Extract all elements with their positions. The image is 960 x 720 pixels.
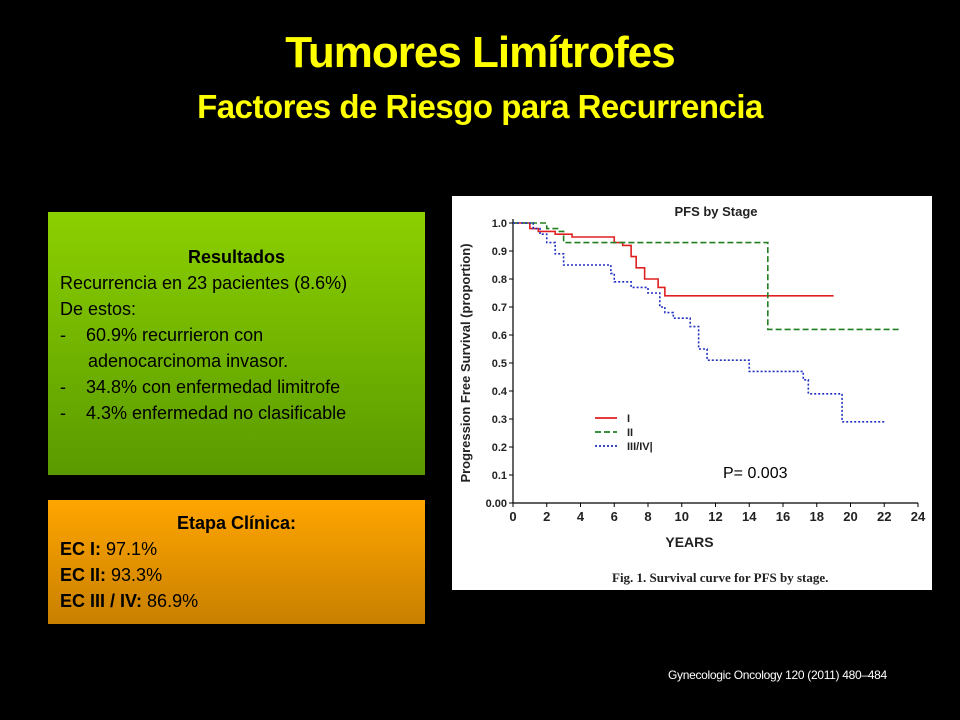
y-tick-label: 0.00 bbox=[486, 498, 507, 510]
y-tick-label: 0.3 bbox=[492, 414, 507, 426]
citation: Gynecologic Oncology 120 (2011) 480–484 bbox=[668, 668, 887, 682]
y-tick-label: 0.7 bbox=[492, 302, 507, 314]
stage-label: EC III / IV: bbox=[60, 591, 143, 611]
stage-heading: Etapa Clínica: bbox=[176, 513, 297, 533]
stage-row: EC III / IV: 86.9% bbox=[60, 588, 413, 614]
stage-label: EC I: bbox=[60, 539, 102, 559]
y-tick-label: 0.9 bbox=[492, 246, 507, 258]
results-bullet: -34.8% con enfermedad limitrofe bbox=[60, 374, 413, 400]
bullet-text: 60.9% recurrieron con bbox=[86, 325, 264, 345]
x-tick-label: 8 bbox=[644, 509, 651, 524]
results-bullet: -4.3% enfermedad no clasificable bbox=[60, 400, 413, 426]
x-tick-label: 24 bbox=[911, 509, 926, 524]
chart-title: PFS by Stage bbox=[674, 204, 757, 219]
series-line-1 bbox=[513, 222, 902, 331]
y-tick-label: 0.8 bbox=[492, 274, 507, 286]
results-line: De estos: bbox=[60, 299, 137, 319]
x-tick-label: 12 bbox=[708, 509, 722, 524]
x-tick-label: 16 bbox=[776, 509, 790, 524]
x-tick-label: 22 bbox=[877, 509, 891, 524]
y-axis-label: Progression Free Survival (proportion) bbox=[458, 243, 473, 482]
p-value-annotation: P= 0.003 bbox=[723, 465, 788, 482]
y-tick-label: 0.2 bbox=[492, 442, 507, 454]
x-tick-label: 14 bbox=[742, 509, 757, 524]
results-box: Resultados Recurrencia en 23 pacientes (… bbox=[48, 212, 425, 475]
bullet-dash: - bbox=[60, 403, 66, 423]
stage-box: Etapa Clínica: EC I: 97.1% EC II: 93.3% … bbox=[48, 500, 425, 624]
x-tick-label: 10 bbox=[675, 509, 689, 524]
y-tick-label: 0.1 bbox=[492, 470, 507, 482]
series-line-2 bbox=[513, 222, 885, 423]
survival-chart: PFS by Stage 0.00 0.1 0.2 0.3 0.4 0.5 0.6 0.7 0.8… bbox=[458, 204, 926, 585]
bullet-text: 34.8% con enfermedad limitrofe bbox=[86, 377, 341, 397]
figure-caption: Fig. 1. Survival curve for PFS by stage. bbox=[612, 570, 828, 585]
x-axis-label: YEARS bbox=[665, 534, 713, 550]
legend-label: III/IV| bbox=[627, 441, 653, 453]
results-bullet-continuation: adenocarcinoma invasor. bbox=[88, 351, 289, 371]
x-tick-label: 2 bbox=[543, 509, 550, 524]
survival-chart-panel: PFS by Stage 0.00 0.1 0.2 0.3 0.4 0.5 0.6 0.7 0.8… bbox=[452, 196, 932, 590]
y-tick-label: 0.6 bbox=[492, 330, 507, 342]
results-heading: Resultados bbox=[187, 247, 286, 267]
stage-label: EC II: bbox=[60, 565, 107, 585]
y-tick-label: 1.0 bbox=[492, 218, 507, 230]
legend-label: II bbox=[627, 427, 633, 439]
x-tick-label: 6 bbox=[611, 509, 618, 524]
stage-row: EC II: 93.3% bbox=[60, 562, 413, 588]
series-line-0 bbox=[513, 222, 834, 297]
x-tick-label: 18 bbox=[810, 509, 824, 524]
bullet-dash: - bbox=[60, 377, 66, 397]
bullet-dash: - bbox=[60, 325, 66, 345]
x-tick-label: 0 bbox=[509, 509, 516, 524]
slide-subtitle: Factores de Riesgo para Recurrencia bbox=[197, 88, 763, 125]
stage-value: 93.3% bbox=[111, 565, 163, 585]
results-bullet: -60.9% recurrieron con bbox=[60, 322, 413, 348]
stage-row: EC I: 97.1% bbox=[60, 536, 413, 562]
slide-title: Tumores Limítrofes bbox=[285, 28, 675, 77]
y-tick-label: 0.5 bbox=[492, 358, 507, 370]
y-tick-label: 0.4 bbox=[492, 386, 508, 398]
stage-value: 86.9% bbox=[147, 591, 199, 611]
stage-value: 97.1% bbox=[106, 539, 158, 559]
bullet-text: 4.3% enfermedad no clasificable bbox=[86, 403, 347, 423]
results-line: Recurrencia en 23 pacientes (8.6%) bbox=[60, 273, 348, 293]
x-tick-label: 4 bbox=[577, 509, 585, 524]
x-tick-label: 20 bbox=[843, 509, 857, 524]
legend-label: I bbox=[627, 413, 630, 425]
